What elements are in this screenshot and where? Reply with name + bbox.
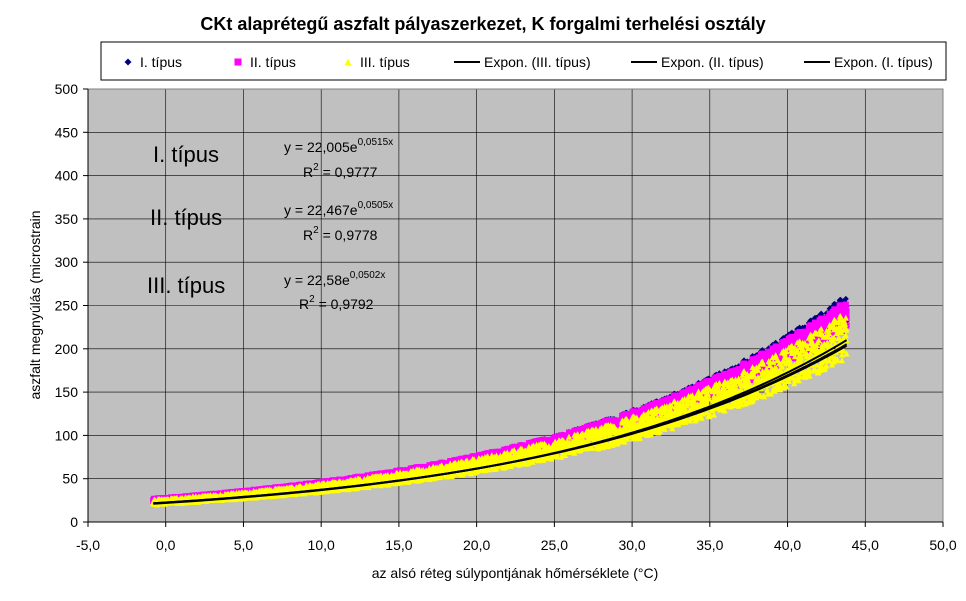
legend-label: II. típus: [250, 54, 296, 70]
data-point: [689, 385, 696, 392]
legend-entry: I. típus: [124, 54, 182, 70]
grid-horizontal: [88, 132, 943, 480]
data-point: [565, 429, 572, 436]
legend-swatch: [234, 58, 242, 66]
legend-entry: Expon. (II. típus): [631, 54, 764, 70]
legend-label: Expon. (I. típus): [834, 54, 933, 70]
legend-entry: Expon. (I. típus): [804, 54, 933, 70]
legend-items: I. típus II. típus III. típus Expon. (III. …: [124, 54, 933, 70]
data-point: [645, 403, 652, 410]
legend-entry: II. típus: [234, 54, 296, 70]
legend-label: III. típus: [360, 54, 410, 70]
legend-label: Expon. (II. típus): [661, 54, 764, 70]
legend-entry: Expon. (III. típus): [454, 54, 591, 70]
legend-swatch: [124, 58, 132, 66]
data-point: [633, 408, 640, 415]
legend-entry: III. típus: [344, 54, 410, 70]
legend-swatch: [344, 58, 352, 66]
chart-title: CKt alaprétegű aszfalt pályaszerkezet, K…: [200, 14, 765, 34]
legend: I. típus II. típus III. típus Expon. (III. …: [100, 41, 947, 81]
legend-label: Expon. (III. típus): [484, 54, 591, 70]
legend-label: I. típus: [140, 54, 182, 70]
data-point: [842, 295, 849, 302]
data-point: [716, 372, 723, 379]
